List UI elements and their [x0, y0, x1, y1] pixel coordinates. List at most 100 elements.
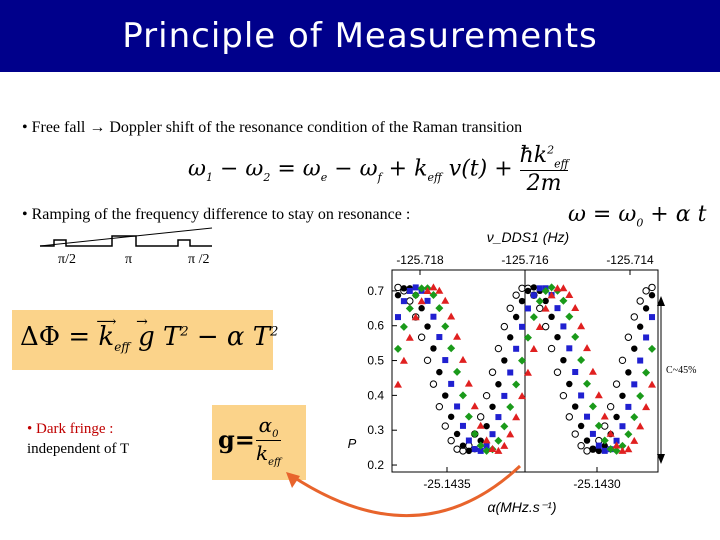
data-point-s0-38	[618, 356, 627, 365]
data-point-s4-8	[441, 296, 450, 304]
data-point-s1-34	[595, 447, 603, 455]
data-point-s2-0	[395, 314, 401, 321]
contrast-arrowhead-top	[657, 296, 665, 306]
data-point-s2-21	[519, 323, 526, 330]
data-point-s3-13	[470, 429, 479, 438]
data-point-s4-18	[500, 441, 509, 449]
data-point-s3-38	[618, 441, 627, 450]
data-point-s4-2	[405, 333, 414, 341]
data-point-s0-27	[553, 368, 562, 376]
data-point-s2-32	[584, 413, 591, 420]
data-point-s3-22	[523, 333, 532, 342]
data-point-s3-28	[559, 296, 568, 305]
phase-equation: ΔΦ = k ⟶ eff g → T2 − α T2	[20, 314, 279, 355]
data-point-s4-36	[606, 429, 615, 437]
data-point-s3-32	[583, 379, 592, 388]
data-point-s0-41	[636, 297, 644, 305]
data-point-s1-28	[560, 356, 567, 364]
y-tick-label: 0.7	[367, 284, 384, 298]
data-point-s3-25	[541, 286, 550, 295]
data-point-s3-41	[636, 392, 645, 401]
data-point-s1-25	[542, 297, 549, 305]
data-point-s4-43	[648, 380, 656, 388]
data-point-s3-39	[624, 430, 633, 439]
data-point-s4-5	[423, 287, 432, 295]
data-point-s0-2	[406, 297, 414, 305]
y-tick-label: 0.2	[367, 458, 384, 472]
data-point-s3-17	[494, 436, 503, 445]
data-point-s0-4	[417, 333, 426, 341]
data-point-s1-23	[530, 284, 538, 291]
data-point-s4-28	[559, 284, 568, 292]
data-point-s3-23	[529, 313, 538, 322]
data-point-s0-36	[606, 402, 615, 411]
data-point-s1-37	[613, 413, 620, 421]
data-point-s2-31	[578, 392, 585, 399]
dark-fringe-arrow	[291, 464, 522, 518]
data-point-s4-35	[600, 412, 609, 420]
data-point-s4-31	[577, 322, 586, 330]
data-point-s1-26	[548, 313, 555, 321]
pulse-label-pi-half-2: π /2	[188, 252, 210, 267]
data-point-s2-17	[495, 414, 502, 421]
data-point-s2-38	[619, 423, 626, 430]
data-point-s4-6	[429, 283, 438, 291]
data-point-s2-22	[524, 305, 531, 312]
data-point-s2-42	[643, 334, 650, 341]
data-point-s2-10	[454, 403, 461, 410]
data-point-s2-30	[572, 369, 579, 376]
x-tick-label: -25.1435	[423, 477, 471, 491]
data-point-s2-39	[625, 403, 632, 410]
dark-fringe-line2: independent of T	[27, 441, 130, 457]
data-point-s4-4	[417, 297, 426, 305]
data-point-s2-24	[536, 285, 543, 292]
data-point-s2-28	[560, 323, 567, 330]
data-point-s2-18	[501, 392, 508, 399]
data-point-s1-11	[459, 442, 467, 449]
data-point-s0-15	[482, 391, 491, 400]
data-point-s3-35	[600, 436, 609, 445]
top-tick-label: -125.718	[396, 253, 444, 267]
data-point-s0-16	[488, 368, 497, 376]
data-point-s3-43	[648, 344, 656, 353]
g-equation-box: g= α0 keff	[212, 405, 306, 480]
data-point-s1-31	[577, 422, 585, 430]
data-point-s0-31	[577, 442, 585, 450]
g-equation-fraction: α0 keff	[256, 413, 282, 468]
x-axis-label: α(MHz.s⁻¹)	[487, 499, 556, 515]
data-point-s3-18	[500, 422, 509, 431]
data-point-s1-17	[495, 381, 502, 388]
data-point-s2-14	[477, 447, 484, 454]
data-point-s1-38	[619, 392, 626, 399]
data-point-s2-34	[595, 442, 602, 449]
data-point-s1-27	[554, 333, 561, 341]
data-point-s4-20	[512, 413, 521, 421]
data-point-s3-0	[394, 344, 402, 353]
data-point-s4-3	[411, 313, 420, 321]
data-point-s3-37	[612, 446, 621, 455]
data-point-s2-20	[513, 345, 520, 352]
data-point-s2-6	[430, 313, 437, 320]
title-bar: Principle of Measurements	[0, 0, 720, 72]
data-point-s3-1	[399, 322, 408, 331]
dark-fringe-arrowhead	[286, 472, 300, 488]
data-point-s4-42	[642, 403, 651, 411]
data-point-s3-26	[547, 283, 556, 292]
top-axis-label: ν_DDS1 (Hz)	[487, 229, 569, 245]
data-point-s0-17	[494, 344, 503, 353]
data-point-s1-1	[400, 285, 408, 292]
data-point-s0-28	[559, 391, 568, 400]
data-point-s1-41	[636, 323, 644, 330]
data-point-s2-41	[637, 357, 644, 364]
data-point-s3-6	[429, 291, 438, 300]
data-point-s1-7	[436, 368, 443, 376]
data-point-s1-43	[648, 292, 656, 299]
data-point-s0-43	[648, 283, 656, 292]
doppler-equation: ω1 − ω2 = ωe − ωf + keff v(t) + ħk2eff 2…	[188, 143, 569, 197]
data-point-s4-23	[529, 345, 538, 353]
data-point-s0-0	[394, 283, 402, 292]
data-point-s0-26	[547, 344, 556, 353]
top-tick-label: -125.716	[501, 253, 549, 267]
data-point-s4-7	[435, 286, 444, 294]
data-point-s1-0	[394, 292, 402, 299]
